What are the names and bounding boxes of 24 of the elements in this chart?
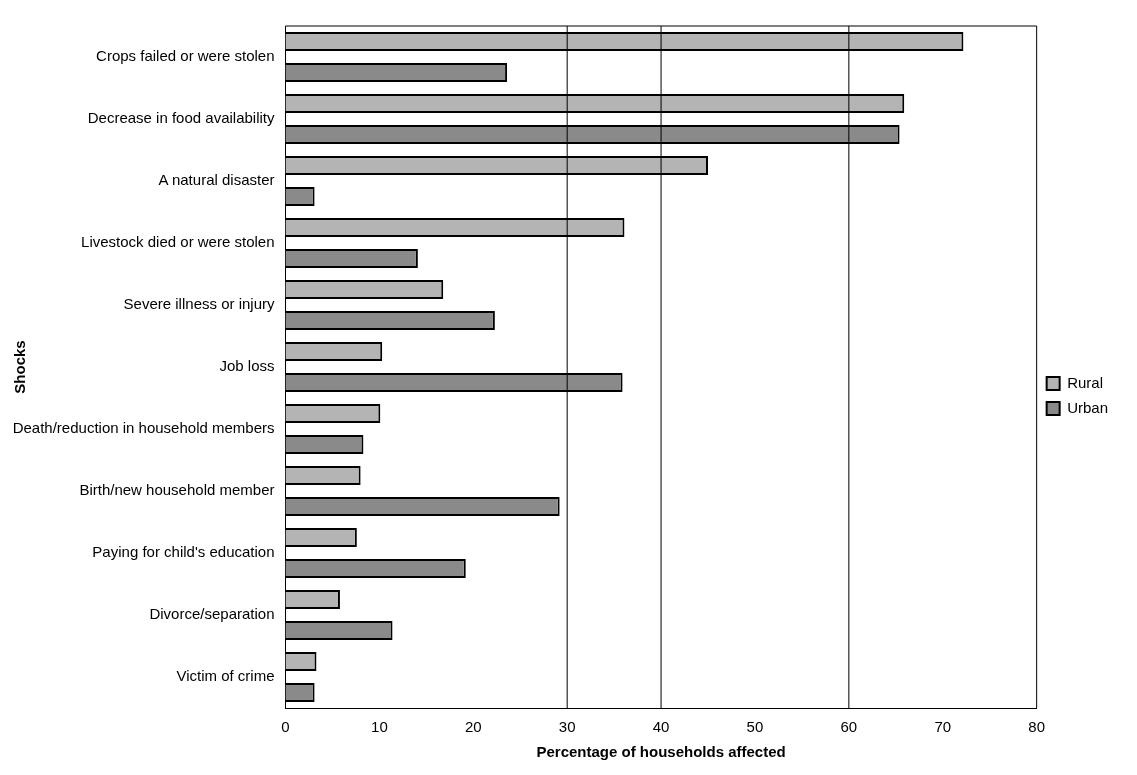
x-tick-label: 40: [652, 718, 670, 736]
y-tick-label: Livestock died or were stolen: [81, 233, 275, 251]
y-axis-title: Shocks: [11, 340, 29, 394]
x-tick-label: 10: [371, 718, 388, 736]
y-tick-label: A natural disaster: [158, 171, 275, 189]
x-axis-title: Percentage of households affected: [536, 743, 786, 761]
x-tick-label: 70: [934, 718, 952, 736]
y-tick-label: Victim of crime: [176, 667, 275, 685]
y-tick-label: Paying for child's education: [92, 543, 275, 561]
x-tick-label: 30: [558, 718, 576, 736]
legend-label: Urban: [1067, 398, 1108, 416]
x-tick-label: 50: [746, 718, 764, 736]
y-tick-label: Decrease in food availability: [87, 109, 275, 127]
x-tick-label: 20: [464, 718, 482, 736]
x-tick-label: 0: [281, 718, 290, 736]
y-tick-label: Job loss: [219, 357, 275, 375]
y-tick-label: Crops failed or were stolen: [96, 47, 275, 65]
y-tick-label: Divorce/separation: [149, 605, 275, 623]
y-tick-label: Birth/new household member: [79, 481, 275, 499]
legend-label: Rural: [1067, 373, 1103, 391]
y-tick-label: Death/reduction in household members: [12, 419, 275, 437]
x-tick-label: 80: [1028, 718, 1045, 736]
x-tick-label: 60: [840, 718, 858, 736]
y-tick-label: Severe illness or injury: [123, 295, 275, 313]
